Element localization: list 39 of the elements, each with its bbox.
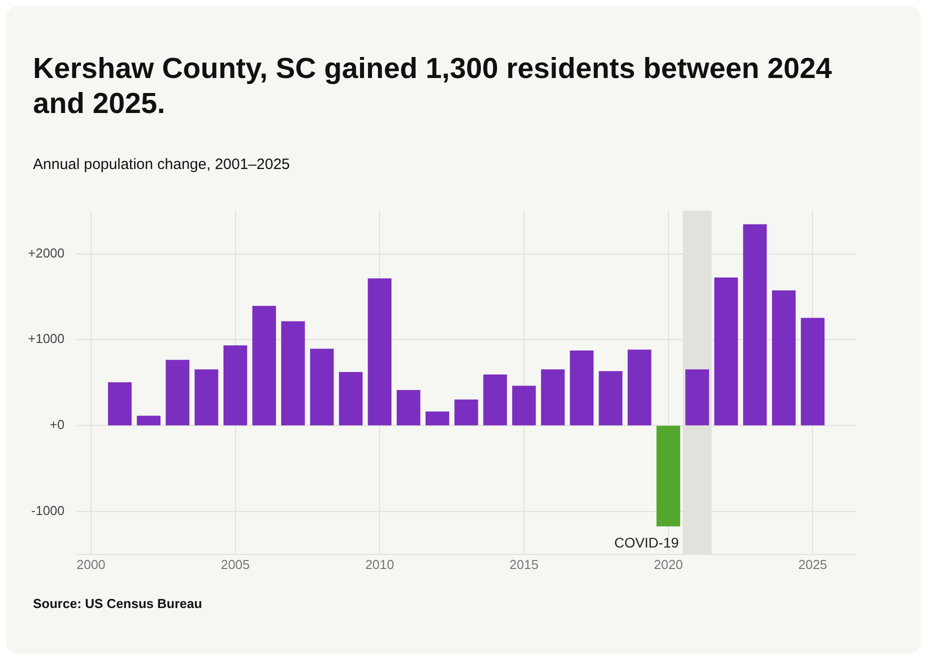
chart-subtitle: Annual population change, 2001–2025 (33, 156, 290, 173)
chart-title: Kershaw County, SC gained 1,300 residents between 2024 and 2025. (33, 52, 833, 122)
bar (483, 374, 507, 426)
x-tick-label: 2005 (220, 556, 250, 572)
y-tick-label: -1000 (31, 503, 65, 518)
bar (512, 386, 536, 426)
bar (714, 277, 738, 426)
bar (743, 224, 767, 426)
bar (310, 348, 334, 426)
x-tick-label: 2000 (76, 556, 106, 572)
y-tick-label: +0 (50, 417, 65, 432)
band-label: COVID-19 (614, 534, 679, 550)
bar (368, 278, 392, 426)
x-tick-label: 2015 (510, 556, 538, 572)
bar (454, 399, 478, 426)
bar (396, 390, 420, 426)
bar (252, 306, 276, 426)
bar (598, 371, 622, 426)
bar (656, 426, 680, 526)
x-tick-label: 2020 (654, 556, 683, 572)
bar (194, 369, 218, 426)
bar (136, 416, 161, 426)
x-tick-label: 2010 (365, 556, 394, 572)
bar (800, 318, 825, 426)
y-tick-label: +2000 (28, 245, 65, 260)
bar (685, 369, 710, 426)
bar (338, 372, 363, 426)
bar (223, 345, 248, 426)
bar (108, 382, 132, 426)
bar (166, 360, 190, 426)
bar (772, 290, 796, 426)
bar (281, 321, 305, 426)
source-note: Source: US Census Bureau (33, 596, 202, 611)
y-tick-label: +1000 (28, 331, 65, 346)
bar (541, 369, 565, 426)
bar (628, 350, 652, 426)
x-tick-label: 2025 (798, 556, 828, 572)
bar (426, 411, 450, 426)
bar (570, 350, 594, 426)
